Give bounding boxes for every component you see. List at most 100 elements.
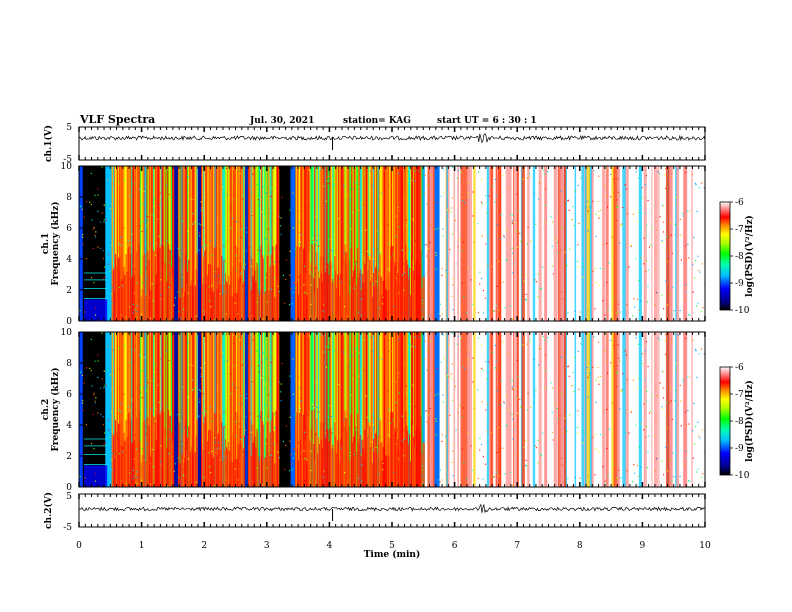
- spectrogram-speckle: [586, 366, 588, 369]
- spectrogram-speckle: [655, 418, 657, 420]
- spectrogram-speckle: [452, 444, 454, 446]
- spectrogram-speckle: [146, 267, 148, 269]
- spectrogram-speckle: [674, 389, 676, 392]
- spectrogram-speckle: [397, 376, 399, 378]
- spectrogram-sparse-column: [495, 166, 497, 321]
- spectrogram-speckle: [338, 278, 341, 280]
- spectrogram-speckle: [435, 254, 437, 256]
- spectrogram-speckle: [129, 306, 131, 308]
- spectrogram-sparse-column: [602, 332, 606, 487]
- spectrogram-speckle: [613, 297, 615, 299]
- spectrogram-speckle: [92, 394, 95, 396]
- spectrogram-speckle: [143, 203, 145, 206]
- spectrogram-speckle: [496, 426, 498, 428]
- spectrogram-speckle: [318, 245, 320, 247]
- spectrogram-speckle: [544, 188, 546, 190]
- spectrogram-speckle: [118, 368, 120, 370]
- spectrogram-speckle: [617, 178, 619, 180]
- spectrogram-speckle: [102, 250, 104, 252]
- spectrogram-speckle: [572, 371, 574, 374]
- spectrogram-speckle: [687, 409, 689, 412]
- spectrogram-speckle: [235, 269, 237, 271]
- spectrogram-speckle: [178, 357, 180, 360]
- spectrogram-sparse-column: [446, 332, 448, 487]
- spectrogram-speckle: [625, 354, 627, 356]
- spectrogram-speckle: [560, 227, 562, 229]
- spectrogram-sparse-column: [676, 332, 678, 487]
- spectrogram-speckle: [577, 266, 579, 268]
- spectrogram-speckle: [437, 393, 439, 395]
- spectrogram-speckle: [182, 443, 184, 445]
- spectrogram-speckle: [216, 385, 218, 387]
- spectrogram-speckle: [485, 243, 487, 245]
- spectrogram-speckle: [334, 254, 336, 256]
- spectrogram-speckle: [613, 182, 615, 184]
- spectrogram-speckle: [485, 409, 487, 411]
- spectrogram-speckle: [679, 218, 681, 220]
- spectrogram-speckle: [452, 309, 454, 311]
- spectrogram-speckle: [353, 287, 355, 289]
- time-axis-tick-label: 9: [640, 541, 646, 551]
- spectrogram-speckle: [523, 280, 525, 282]
- spectrogram-speckle: [192, 287, 194, 289]
- spectrogram-speckle: [638, 336, 640, 338]
- spectrogram-speckle: [97, 412, 99, 414]
- spectrogram-speckle: [430, 340, 432, 342]
- spectrogram-speckle: [97, 246, 99, 248]
- spectrogram-speckle: [314, 476, 316, 478]
- spectrogram-speckle: [256, 301, 258, 303]
- spectrogram-speckle: [270, 195, 272, 198]
- spectrogram-speckle: [204, 226, 206, 228]
- spectrogram-speckle: [598, 381, 600, 383]
- spectrogram-speckle: [610, 196, 612, 198]
- spectrogram-speckle: [658, 173, 661, 175]
- spectrogram-speckle: [148, 309, 150, 311]
- spectrogram-speckle: [270, 278, 273, 281]
- spectrogram-speckle: [685, 337, 687, 340]
- spectrogram-speckle: [671, 339, 673, 341]
- spectrogram-speckle: [429, 293, 431, 295]
- spectrogram-speckle: [274, 247, 276, 249]
- spectrogram-speckle: [482, 203, 484, 205]
- spectrogram-sparse-column: [532, 166, 536, 321]
- spectrogram-speckle: [351, 394, 353, 396]
- spectrogram-speckle: [480, 201, 483, 203]
- spectrogram-speckle: [527, 226, 529, 228]
- spectrogram-speckle: [249, 313, 251, 315]
- spectrogram-speckle: [452, 284, 454, 286]
- spectrogram-speckle: [277, 451, 279, 453]
- spectrogram-speckle: [310, 469, 312, 472]
- spectrogram-speckle: [179, 480, 181, 482]
- spectrogram-speckle: [232, 168, 235, 170]
- spectrogram-speckle: [405, 225, 407, 227]
- spectrogram-speckle: [125, 316, 127, 318]
- spectrogram-speckle: [457, 335, 459, 337]
- spectrogram-speckle: [695, 184, 697, 186]
- spectrogram-speckle: [349, 365, 351, 367]
- spectrogram-speckle: [211, 420, 214, 423]
- spectrogram-speckle: [426, 203, 428, 205]
- spectrogram-speckle: [187, 396, 189, 398]
- spectrogram-speckle: [309, 481, 311, 483]
- spectrogram-speckle: [462, 407, 464, 409]
- spectrogram-sparse-column: [509, 332, 512, 487]
- spectrogram-speckle: [168, 428, 170, 430]
- spectrogram-speckle: [333, 256, 335, 258]
- spectrogram-speckle: [592, 200, 594, 202]
- spectrogram-speckle: [250, 421, 253, 423]
- spectrogram-dark-column: [197, 166, 202, 321]
- spectrogram-speckle: [683, 299, 685, 301]
- spectrogram-speckle: [343, 418, 345, 420]
- spectrogram-speckle: [487, 403, 489, 405]
- spectrogram-speckle: [139, 354, 141, 356]
- spectrogram-speckle: [480, 443, 483, 446]
- spectrogram-speckle: [694, 348, 697, 351]
- spectrogram-speckle: [82, 233, 84, 236]
- spectrogram-speckle: [388, 409, 390, 411]
- spectrogram-speckle: [598, 217, 600, 219]
- spectrogram-speckle: [204, 244, 206, 246]
- spectrogram-speckle: [326, 180, 328, 182]
- spectrogram-speckle: [81, 236, 84, 238]
- spectrogram-speckle: [666, 427, 669, 429]
- spectrogram-speckle: [451, 461, 453, 463]
